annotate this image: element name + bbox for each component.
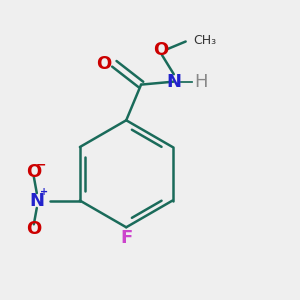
Text: −: − xyxy=(36,158,46,171)
Text: H: H xyxy=(195,73,208,91)
Text: O: O xyxy=(96,55,111,73)
Text: O: O xyxy=(153,41,168,59)
Text: +: + xyxy=(40,187,48,196)
Text: CH₃: CH₃ xyxy=(193,34,216,46)
Text: F: F xyxy=(120,229,132,247)
Text: N: N xyxy=(166,73,181,91)
Text: O: O xyxy=(26,220,41,238)
Text: O: O xyxy=(26,163,41,181)
Text: N: N xyxy=(29,191,44,209)
